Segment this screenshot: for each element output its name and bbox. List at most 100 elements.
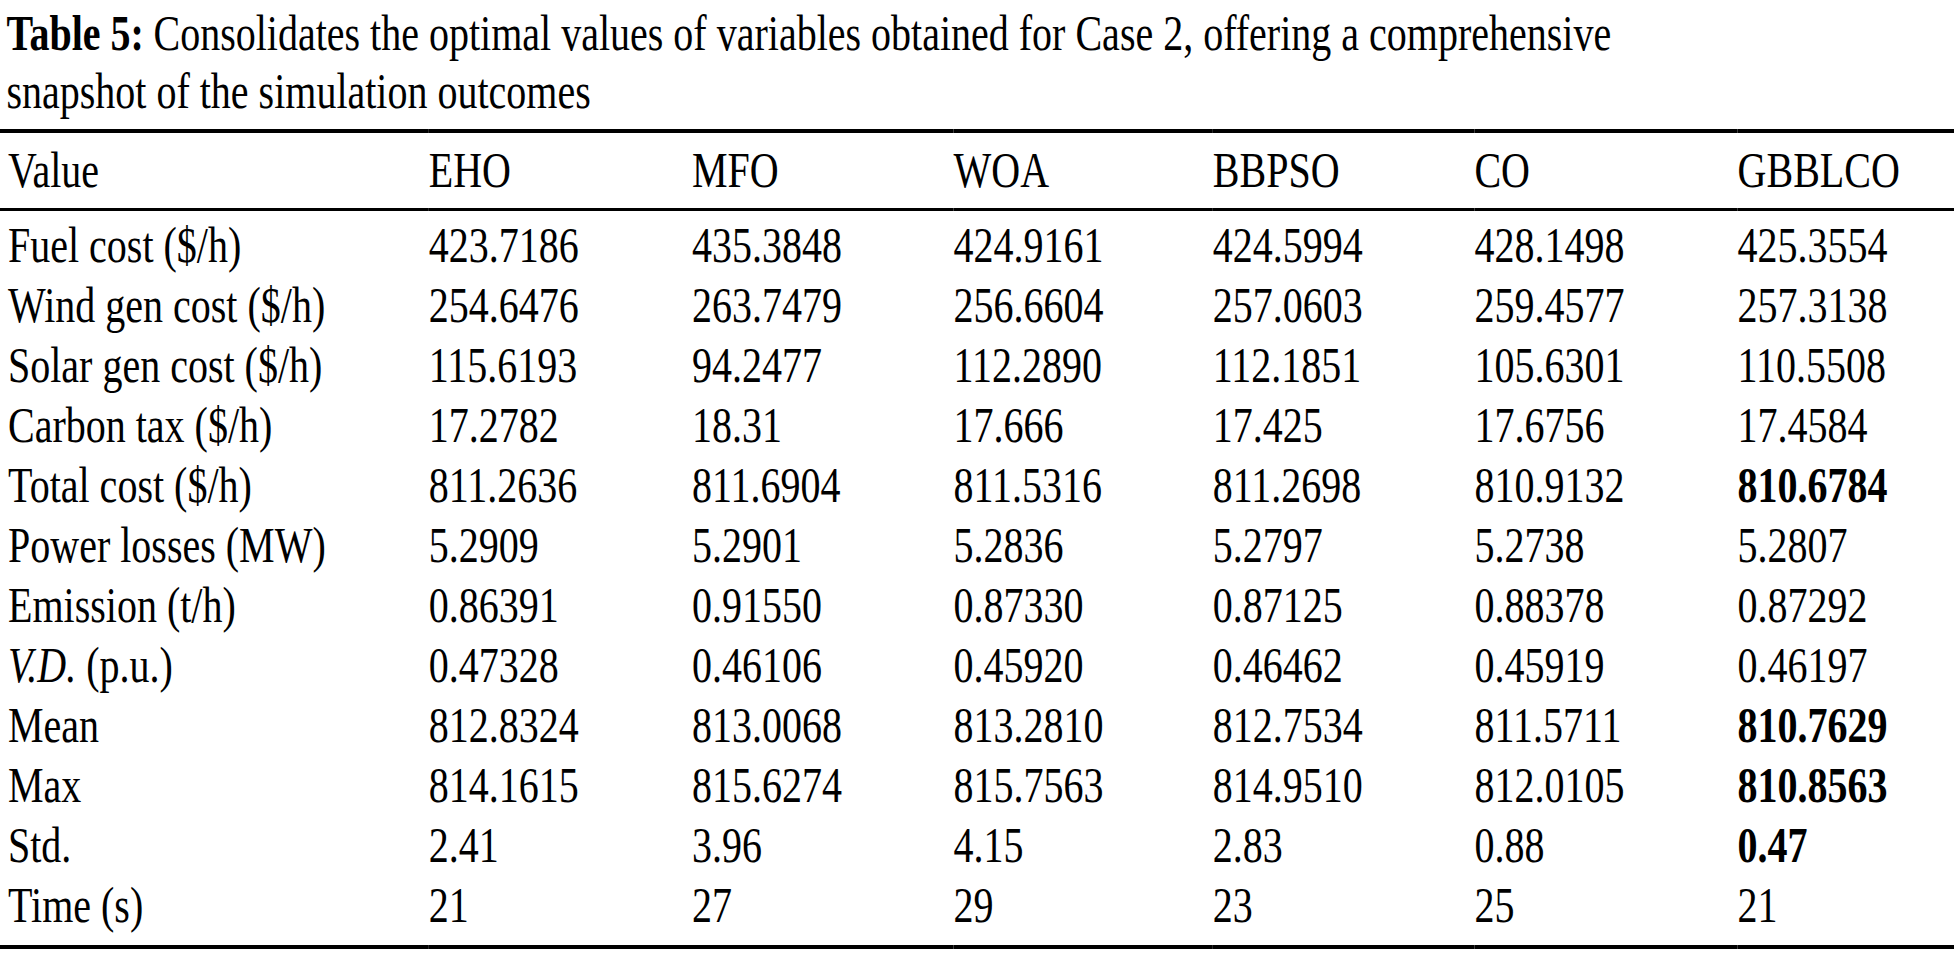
value-cell: 105.6301	[1474, 335, 1737, 395]
value-cell: 428.1498	[1474, 210, 1737, 276]
value-cell: 424.5994	[1213, 210, 1475, 276]
value-cell: 94.2477	[692, 335, 954, 395]
value-cell: 0.45920	[954, 635, 1213, 695]
value-cell: 810.9132	[1474, 455, 1737, 515]
value-cell: 5.2909	[429, 515, 692, 575]
value-cell: 115.6193	[429, 335, 692, 395]
value-cell: 29	[954, 875, 1213, 947]
value-cell: 425.3554	[1738, 210, 1954, 276]
table-row: Max814.1615815.6274815.7563814.9510812.0…	[0, 755, 1954, 815]
row-label: Max	[0, 755, 429, 815]
value-cell: 17.2782	[429, 395, 692, 455]
column-header-eho: EHO	[429, 131, 692, 210]
table-row: Emission (t/h)0.863910.915500.873300.871…	[0, 575, 1954, 635]
table-row: Power losses (MW)5.29095.29015.28365.279…	[0, 515, 1954, 575]
value-cell: 0.88378	[1474, 575, 1737, 635]
column-header-woa: WOA	[954, 131, 1213, 210]
paper-page: Table 5:Consolidates the optimal values …	[0, 0, 1954, 954]
table-row: Wind gen cost ($/h)254.6476263.7479256.6…	[0, 275, 1954, 335]
value-cell: 112.2890	[954, 335, 1213, 395]
table-caption: Table 5:Consolidates the optimal values …	[0, 0, 1954, 120]
value-cell: 815.7563	[954, 755, 1213, 815]
column-header-value: Value	[0, 131, 429, 210]
value-cell: 263.7479	[692, 275, 954, 335]
value-cell: 0.87125	[1213, 575, 1475, 635]
row-label: Fuel cost ($/h)	[0, 210, 429, 276]
table-row: Time (s)212729232521	[0, 875, 1954, 947]
value-cell: 811.2698	[1213, 455, 1475, 515]
row-label: Total cost ($/h)	[0, 455, 429, 515]
value-cell: 0.87330	[954, 575, 1213, 635]
table-row: V.D. (p.u.)0.473280.461060.459200.464620…	[0, 635, 1954, 695]
value-cell: 0.46106	[692, 635, 954, 695]
value-cell: 3.96	[692, 815, 954, 875]
value-cell: 812.0105	[1474, 755, 1737, 815]
value-cell: 254.6476	[429, 275, 692, 335]
value-cell: 4.15	[954, 815, 1213, 875]
value-cell: 17.666	[954, 395, 1213, 455]
column-header-bbpso: BBPSO	[1213, 131, 1475, 210]
value-cell: 112.1851	[1213, 335, 1475, 395]
row-label: Std.	[0, 815, 429, 875]
value-cell: 810.8563	[1738, 755, 1954, 815]
value-cell: 813.2810	[954, 695, 1213, 755]
value-cell: 810.6784	[1738, 455, 1954, 515]
value-cell: 0.88	[1474, 815, 1737, 875]
value-cell: 0.47328	[429, 635, 692, 695]
row-label: Time (s)	[0, 875, 429, 947]
table-row: Solar gen cost ($/h)115.619394.2477112.2…	[0, 335, 1954, 395]
value-cell: 0.47	[1738, 815, 1954, 875]
value-cell: 0.87292	[1738, 575, 1954, 635]
row-label: Mean	[0, 695, 429, 755]
value-cell: 2.41	[429, 815, 692, 875]
value-cell: 5.2738	[1474, 515, 1737, 575]
row-label: Power losses (MW)	[0, 515, 429, 575]
value-cell: 812.8324	[429, 695, 692, 755]
column-header-co: CO	[1474, 131, 1737, 210]
value-cell: 811.5316	[954, 455, 1213, 515]
value-cell: 0.86391	[429, 575, 692, 635]
value-cell: 17.6756	[1474, 395, 1737, 455]
value-cell: 811.2636	[429, 455, 692, 515]
value-cell: 23	[1213, 875, 1475, 947]
row-label: Wind gen cost ($/h)	[0, 275, 429, 335]
value-cell: 814.9510	[1213, 755, 1475, 815]
value-cell: 814.1615	[429, 755, 692, 815]
value-cell: 812.7534	[1213, 695, 1475, 755]
column-header-gbblco: GBBLCO	[1738, 131, 1954, 210]
value-cell: 18.31	[692, 395, 954, 455]
value-cell: 424.9161	[954, 210, 1213, 276]
value-cell: 5.2797	[1213, 515, 1475, 575]
value-cell: 257.3138	[1738, 275, 1954, 335]
results-table: ValueEHOMFOWOABBPSOCOGBBLCO Fuel cost ($…	[0, 129, 1954, 949]
value-cell: 21	[1738, 875, 1954, 947]
value-cell: 811.5711	[1474, 695, 1737, 755]
table-row: Total cost ($/h)811.2636811.6904811.5316…	[0, 455, 1954, 515]
value-cell: 813.0068	[692, 695, 954, 755]
table-row: Std.2.413.964.152.830.880.47	[0, 815, 1954, 875]
value-cell: 259.4577	[1474, 275, 1737, 335]
value-cell: 17.4584	[1738, 395, 1954, 455]
table-row: Fuel cost ($/h)423.7186435.3848424.91614…	[0, 210, 1954, 276]
row-label: Emission (t/h)	[0, 575, 429, 635]
value-cell: 5.2836	[954, 515, 1213, 575]
table-caption-text-1: Consolidates the optimal values of varia…	[153, 5, 1611, 61]
value-cell: 25	[1474, 875, 1737, 947]
row-label: Carbon tax ($/h)	[0, 395, 429, 455]
row-label: V.D. (p.u.)	[0, 635, 429, 695]
value-cell: 0.45919	[1474, 635, 1737, 695]
value-cell: 435.3848	[692, 210, 954, 276]
value-cell: 110.5508	[1738, 335, 1954, 395]
value-cell: 5.2807	[1738, 515, 1954, 575]
value-cell: 0.46197	[1738, 635, 1954, 695]
value-cell: 423.7186	[429, 210, 692, 276]
table-caption-label: Table 5:	[6, 5, 143, 61]
table-row: Mean812.8324813.0068813.2810812.7534811.…	[0, 695, 1954, 755]
table-body: Fuel cost ($/h)423.7186435.3848424.91614…	[0, 210, 1954, 948]
value-cell: 5.2901	[692, 515, 954, 575]
table-caption-line-1: Table 5:Consolidates the optimal values …	[6, 4, 1954, 62]
value-cell: 811.6904	[692, 455, 954, 515]
value-cell: 256.6604	[954, 275, 1213, 335]
value-cell: 810.7629	[1738, 695, 1954, 755]
value-cell: 257.0603	[1213, 275, 1475, 335]
